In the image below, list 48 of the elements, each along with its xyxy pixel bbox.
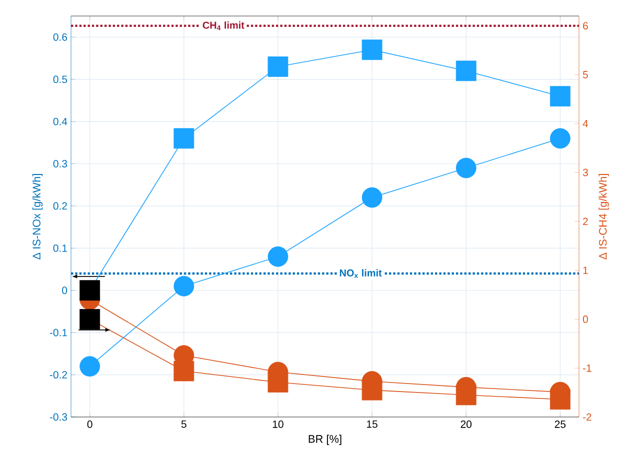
y2-tick-label: 0 [582, 316, 588, 323]
y-tick-label: 0.1 [53, 244, 67, 252]
y2-tick-label: 3 [582, 168, 588, 176]
point [550, 86, 570, 106]
point [362, 187, 382, 208]
text: CH$_{4}$ limit [202, 21, 244, 30]
point [174, 128, 194, 149]
point [362, 40, 382, 60]
point [268, 56, 288, 77]
y2-tick-label: 5 [582, 71, 588, 78]
point [268, 372, 288, 392]
y2-tick-label: -2 [582, 413, 592, 421]
y-tick-label: 0.4 [53, 118, 68, 126]
x-tick-label: 25 [554, 420, 566, 428]
x-tick-label: 0 [87, 420, 92, 428]
y-tick-label: 0.2 [53, 202, 67, 210]
point [456, 384, 476, 406]
point [80, 308, 100, 330]
y2-tick-label: 1 [583, 266, 588, 274]
point [456, 158, 476, 178]
point [80, 356, 100, 377]
y-tick-label: -0.3 [50, 413, 68, 421]
point [362, 380, 382, 400]
y2-tick-label: 6 [583, 22, 588, 30]
y2-axis-title: Δ IS-CH4 [g/kWh] [598, 174, 609, 260]
text: NO$_{x}$ limit [340, 269, 382, 278]
y-tick-label: 0.6 [53, 33, 68, 41]
point [456, 60, 476, 82]
y-tick-label: -0.1 [50, 328, 67, 336]
point [174, 360, 194, 382]
x-tick-label: 5 [181, 420, 186, 428]
y-tick-label: 0 [62, 286, 68, 294]
x-tick-label: 20 [460, 420, 472, 428]
point [80, 280, 100, 301]
point [550, 389, 570, 410]
x-axis-title: BR [%] [308, 434, 342, 445]
y-axis-title: Δ IS-NOx [g/kWh] [32, 174, 43, 260]
y-tick-label: 0.5 [53, 76, 68, 84]
y-tick-label: -0.2 [50, 371, 67, 378]
point [550, 128, 570, 149]
y2-tick-label: 2 [583, 218, 588, 226]
point [174, 276, 194, 296]
x-tick-label: 15 [367, 420, 378, 428]
y-tick-label: 0.3 [53, 160, 68, 168]
y2-tick-label: -1 [582, 364, 592, 372]
point [268, 246, 288, 267]
x-tick-label: 10 [272, 420, 284, 428]
y2-tick-label: 4 [582, 120, 588, 128]
